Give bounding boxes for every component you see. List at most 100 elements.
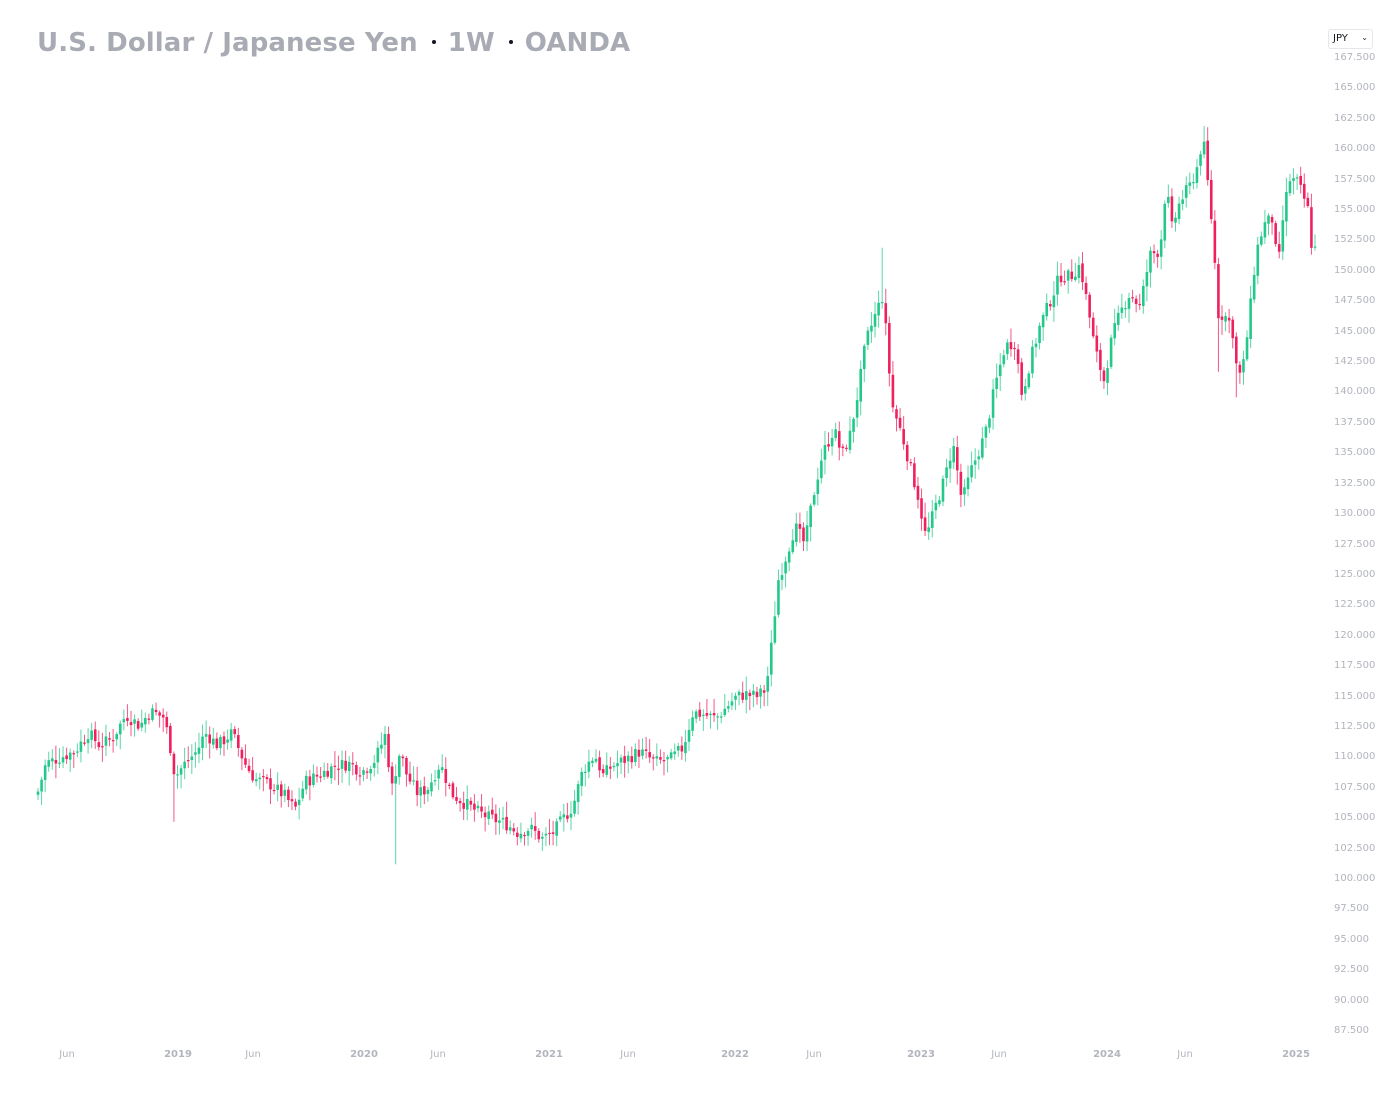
candle <box>948 448 952 483</box>
candle <box>795 512 798 547</box>
candle <box>913 457 916 490</box>
candle <box>830 428 834 456</box>
price-tick-label: 90.000 <box>1334 994 1369 1006</box>
candle <box>90 722 93 749</box>
candle <box>201 724 204 761</box>
candle <box>1209 170 1213 224</box>
candle <box>1310 193 1313 255</box>
candle <box>716 713 719 730</box>
candle <box>455 787 458 805</box>
candle <box>197 732 201 764</box>
candle <box>998 353 1002 392</box>
candle <box>448 782 451 790</box>
candle <box>129 710 133 737</box>
candle <box>1249 285 1252 348</box>
currency-selector[interactable]: JPY ⌄ <box>1328 29 1373 49</box>
candle <box>934 494 938 519</box>
candle <box>891 361 895 413</box>
candle <box>970 451 973 483</box>
candle <box>855 387 859 428</box>
candle <box>862 343 866 383</box>
candle <box>172 751 176 822</box>
candle <box>36 788 40 800</box>
candle <box>837 421 841 461</box>
candle <box>183 747 186 780</box>
candle <box>1088 292 1091 329</box>
price-tick-label: 165.000 <box>1334 82 1376 94</box>
candle <box>1195 158 1199 189</box>
candle <box>673 743 677 760</box>
candle <box>812 491 816 507</box>
price-tick-label: 155.000 <box>1334 204 1376 216</box>
candle <box>433 769 437 786</box>
candle <box>1127 292 1131 323</box>
candle <box>226 729 229 750</box>
candle <box>1116 305 1120 331</box>
candle <box>1213 210 1217 270</box>
candle <box>473 794 476 822</box>
price-tick-label: 122.500 <box>1334 599 1376 611</box>
candle <box>1188 172 1192 195</box>
candle <box>480 794 483 818</box>
candle <box>591 757 594 768</box>
price-tick-label: 102.500 <box>1334 842 1376 854</box>
candle <box>1016 344 1020 374</box>
candlestick-plot[interactable] <box>0 0 1320 1040</box>
candle <box>1131 289 1134 303</box>
candle <box>86 728 90 754</box>
candle <box>269 768 272 805</box>
time-tick-label: Jun <box>806 1049 822 1060</box>
candle <box>1113 308 1116 346</box>
candle <box>1056 261 1059 306</box>
candle <box>337 755 340 785</box>
price-tick-label: 95.000 <box>1334 933 1369 945</box>
candle <box>186 746 190 769</box>
candle <box>211 727 215 749</box>
candle <box>598 750 601 778</box>
candle <box>415 766 419 807</box>
candle <box>1242 350 1245 385</box>
candle <box>79 729 83 763</box>
candle <box>752 683 755 708</box>
candle <box>440 754 444 774</box>
candle <box>780 562 784 591</box>
candle <box>909 458 913 467</box>
candle <box>51 749 54 770</box>
candle <box>587 749 591 779</box>
candle <box>1306 192 1310 208</box>
candle <box>1231 316 1235 349</box>
candle <box>419 780 423 808</box>
candle <box>451 781 455 800</box>
candle <box>609 757 612 780</box>
candle <box>1285 177 1288 237</box>
candle <box>165 711 169 734</box>
candle <box>766 666 770 706</box>
candle <box>394 764 398 865</box>
candle <box>619 754 623 775</box>
price-tick-label: 132.500 <box>1334 477 1376 489</box>
candle <box>537 828 541 843</box>
candle <box>1009 328 1013 357</box>
time-tick-label: Jun <box>1177 1049 1193 1060</box>
candle <box>444 757 448 797</box>
candle <box>362 767 365 782</box>
candle <box>952 437 956 470</box>
candle <box>1288 173 1292 196</box>
candle <box>154 702 158 716</box>
candle <box>1134 295 1138 313</box>
candle <box>1313 234 1317 251</box>
candle <box>927 512 930 541</box>
candle <box>115 732 118 746</box>
candle <box>870 312 873 343</box>
time-tick-label: 2023 <box>907 1049 935 1060</box>
candle <box>662 751 666 776</box>
time-tick-label: 2022 <box>721 1049 749 1060</box>
candle <box>498 807 501 835</box>
candle <box>902 415 905 450</box>
candle <box>351 752 355 776</box>
candle <box>705 698 709 720</box>
price-tick-label: 115.000 <box>1334 690 1376 702</box>
candle <box>981 427 984 460</box>
candle <box>984 424 988 449</box>
candle <box>1081 252 1084 291</box>
